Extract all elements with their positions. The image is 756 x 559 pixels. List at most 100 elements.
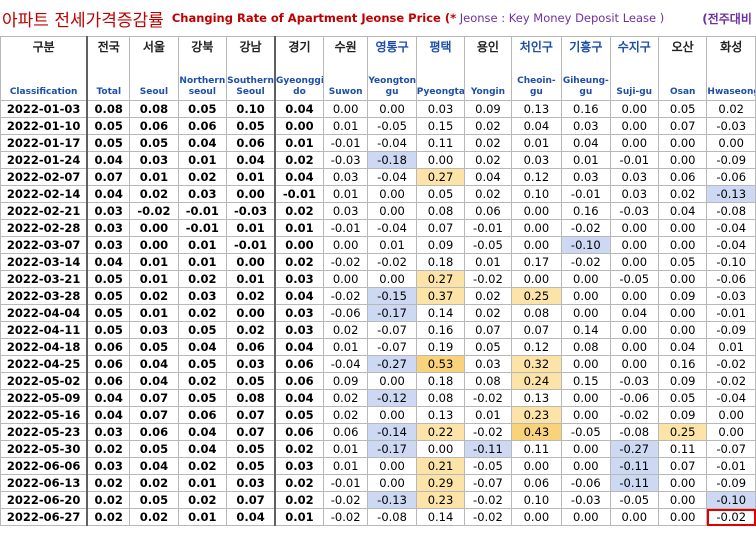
cell-osan: 0.00 xyxy=(657,304,708,322)
row-date: 2022-05-23 xyxy=(0,423,88,441)
cell-total: 0.07 xyxy=(86,168,131,186)
cell-southern-seoul: 0.02 xyxy=(226,321,276,339)
cell-yongin: 0.01 xyxy=(464,406,512,424)
cell-yongin: -0.11 xyxy=(464,440,512,458)
cell-seoul: 0.02 xyxy=(129,508,179,526)
cell-giheung-gu: 0.00 xyxy=(561,287,611,305)
cell-hwaseong: 0.02 xyxy=(706,100,756,118)
cell-gyeonggi-do: 0.02 xyxy=(273,491,324,509)
cell-cheoin-gu: 0.13 xyxy=(510,100,563,118)
cell-southern-seoul: 0.04 xyxy=(226,508,276,526)
row-date: 2022-01-10 xyxy=(0,117,88,135)
cell-cheoin-gu: 0.10 xyxy=(510,185,563,203)
cell-northern-seoul: 0.04 xyxy=(177,134,228,152)
cell-giheung-gu: -0.06 xyxy=(561,474,611,492)
cell-suwon: -0.04 xyxy=(322,355,369,373)
note-text: Jeonse : Key Money Deposit Lease ) xyxy=(456,11,665,25)
cell-hwaseong: -0.13 xyxy=(706,185,756,203)
cell-yeongtong-gu: -0.17 xyxy=(367,440,417,458)
column-header-korean: 경기 xyxy=(288,40,311,54)
cell-suwon: 0.09 xyxy=(322,372,369,390)
cell-hwaseong: -0.01 xyxy=(706,457,756,475)
row-date: 2022-05-16 xyxy=(0,406,88,424)
table-row: 2022-02-14 0.04 0.02 0.03 0.00 -0.01 0.01 0.00 0… xyxy=(0,185,756,203)
cell-cheoin-gu: 0.10 xyxy=(510,491,563,509)
cell-seoul: 0.01 xyxy=(129,168,179,186)
row-date: 2022-01-03 xyxy=(0,100,88,118)
cell-yeongtong-gu: -0.13 xyxy=(367,491,417,509)
cell-suwon: -0.02 xyxy=(322,287,369,305)
cell-total: 0.03 xyxy=(86,457,131,475)
cell-total: 0.05 xyxy=(86,134,131,152)
cell-pyeongtaek: 0.27 xyxy=(415,168,466,186)
cell-giheung-gu: 0.16 xyxy=(561,202,611,220)
cell-suji-gu: 0.03 xyxy=(609,185,659,203)
row-date: 2022-06-27 xyxy=(0,508,88,526)
cell-yongin: 0.02 xyxy=(464,117,512,135)
cell-cheoin-gu: 0.13 xyxy=(510,389,563,407)
cell-gyeonggi-do: 0.02 xyxy=(273,440,324,458)
cell-southern-seoul: 0.05 xyxy=(226,117,276,135)
cell-suwon: 0.00 xyxy=(322,100,369,118)
cell-gyeonggi-do: 0.04 xyxy=(273,287,324,305)
cell-seoul: 0.02 xyxy=(129,474,179,492)
cell-gyeonggi-do: -0.01 xyxy=(273,185,324,203)
title-korean: 아파트 전세가격증감률 xyxy=(2,10,164,31)
cell-southern-seoul: 0.05 xyxy=(226,372,276,390)
row-date: 2022-03-14 xyxy=(0,253,88,271)
cell-northern-seoul: 0.05 xyxy=(177,355,228,373)
column-header-korean: 평택 xyxy=(429,40,452,54)
column-header-english: Northern seoul xyxy=(179,76,226,97)
cell-yeongtong-gu: 0.00 xyxy=(367,474,417,492)
cell-cheoin-gu: 0.00 xyxy=(510,457,563,475)
cell-osan: 0.00 xyxy=(657,134,708,152)
row-date: 2022-06-06 xyxy=(0,457,88,475)
column-header-3: 강북 Northern seoul xyxy=(177,36,228,101)
cell-gyeonggi-do: 0.02 xyxy=(273,151,324,169)
cell-total: 0.02 xyxy=(86,440,131,458)
cell-seoul: 0.05 xyxy=(129,134,179,152)
column-header-english: Giheung-gu xyxy=(562,76,609,97)
table-row: 2022-02-07 0.07 0.01 0.02 0.01 0.04 0.03 -0.04 0… xyxy=(0,168,756,186)
cell-yongin: -0.02 xyxy=(464,508,512,526)
table-row: 2022-01-03 0.08 0.08 0.05 0.10 0.04 0.00 0.00 0.… xyxy=(0,100,756,118)
cell-hwaseong: -0.10 xyxy=(706,491,756,509)
cell-seoul: 0.02 xyxy=(129,185,179,203)
cell-giheung-gu: -0.02 xyxy=(561,219,611,237)
cell-seoul: 0.06 xyxy=(129,117,179,135)
cell-suwon: 0.00 xyxy=(322,236,369,254)
cell-pyeongtaek: 0.37 xyxy=(415,287,466,305)
column-header-4: 강남 Southern Seoul xyxy=(226,36,276,101)
cell-hwaseong: 0.00 xyxy=(706,406,756,424)
cell-pyeongtaek: 0.27 xyxy=(415,270,466,288)
cell-northern-seoul: 0.05 xyxy=(177,321,228,339)
cell-hwaseong: -0.08 xyxy=(706,202,756,220)
row-date: 2022-04-11 xyxy=(0,321,88,339)
cell-total: 0.03 xyxy=(86,423,131,441)
cell-southern-seoul: 0.03 xyxy=(226,474,276,492)
cell-gyeonggi-do: 0.04 xyxy=(273,338,324,356)
cell-yeongtong-gu: -0.15 xyxy=(367,287,417,305)
cell-yongin: -0.05 xyxy=(464,457,512,475)
cell-hwaseong: 0.00 xyxy=(706,423,756,441)
cell-northern-seoul: 0.02 xyxy=(177,304,228,322)
table-row: 2022-01-24 0.04 0.03 0.01 0.04 0.02 -0.03 -0.18… xyxy=(0,151,756,169)
cell-seoul: 0.07 xyxy=(129,406,179,424)
cell-seoul: 0.00 xyxy=(129,236,179,254)
cell-yeongtong-gu: -0.08 xyxy=(367,508,417,526)
row-date: 2022-03-07 xyxy=(0,236,88,254)
cell-osan: 0.00 xyxy=(657,508,708,526)
cell-yeongtong-gu: -0.14 xyxy=(367,423,417,441)
cell-giheung-gu: 0.15 xyxy=(561,372,611,390)
column-header-english: Seoul xyxy=(139,87,169,97)
cell-suwon: -0.02 xyxy=(322,253,369,271)
cell-osan: 0.07 xyxy=(657,117,708,135)
cell-osan: 0.00 xyxy=(657,270,708,288)
cell-northern-seoul: -0.01 xyxy=(177,202,228,220)
cell-yeongtong-gu: -0.07 xyxy=(367,338,417,356)
table-body: 2022-01-03 0.08 0.08 0.05 0.10 0.04 0.00 0.00 0.… xyxy=(0,100,756,526)
cell-pyeongtaek: 0.07 xyxy=(415,219,466,237)
cell-northern-seoul: 0.02 xyxy=(177,491,228,509)
table-row: 2022-04-18 0.06 0.05 0.04 0.06 0.04 0.01 -0.07 0… xyxy=(0,338,756,356)
cell-hwaseong: -0.06 xyxy=(706,168,756,186)
